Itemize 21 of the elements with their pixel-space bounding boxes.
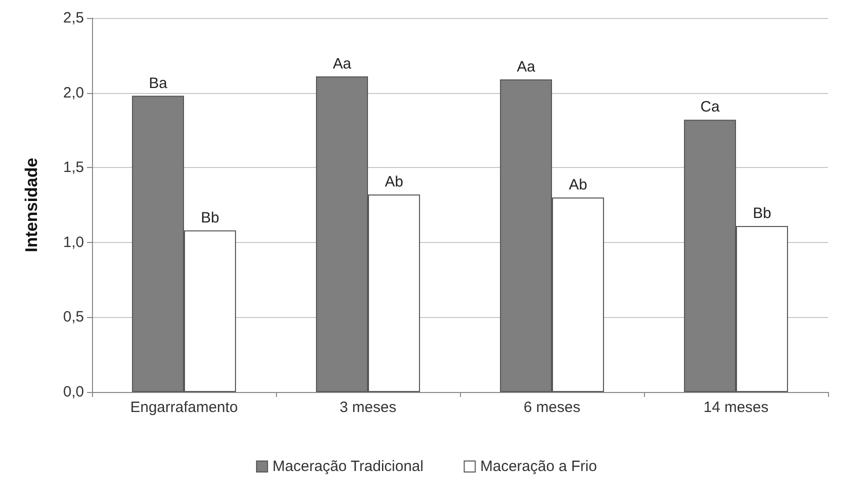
x-tick-label: 14 meses (703, 399, 769, 416)
y-tick-label: 2,5 (63, 10, 84, 26)
y-axis-title: Intensidade (22, 158, 41, 252)
data-label: Aa (516, 58, 536, 76)
data-label: Ba (148, 74, 168, 92)
data-label: Ab (568, 176, 588, 194)
data-label: Ca (700, 98, 720, 116)
legend-label: Maceração Tradicional (272, 458, 424, 475)
y-tick-label: 0,5 (63, 308, 84, 326)
data-label: Aa (332, 55, 352, 72)
y-tick-label: 1,5 (63, 159, 84, 176)
y-tick-label: 1,0 (63, 234, 84, 251)
y-tick-label: 2,0 (63, 84, 84, 102)
legend-label: Maceração a Frio (480, 458, 597, 475)
data-label: Bb (200, 209, 220, 226)
data-label: Bb (752, 204, 772, 222)
x-tick-label: 6 meses (524, 399, 580, 416)
x-tick-label: Engarrafamento (130, 399, 238, 416)
x-tick-label: 3 meses (340, 399, 396, 416)
y-tick-label: 0,0 (63, 384, 84, 400)
data-label: Ab (384, 174, 404, 191)
